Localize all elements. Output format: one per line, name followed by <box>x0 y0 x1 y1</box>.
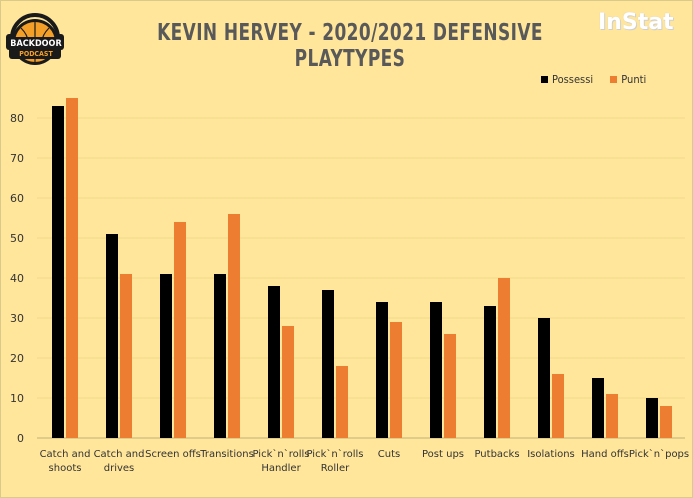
bar-punti <box>660 406 672 438</box>
bar-possessi <box>106 234 118 438</box>
x-tick-label: Transitions <box>199 449 254 460</box>
backdoor-podcast-logo: BACKDOOR PODCAST <box>4 4 66 70</box>
x-tick-label: Cuts <box>378 449 400 460</box>
bar-possessi <box>160 274 172 438</box>
bar-possessi <box>484 306 496 438</box>
bar-punti <box>552 374 564 438</box>
bar-punti <box>228 214 240 438</box>
bar-possessi <box>376 302 388 438</box>
legend-item-possessi: Possessi <box>541 73 593 86</box>
x-tick-label: Screen offs <box>145 449 201 460</box>
bar-punti <box>390 322 402 438</box>
x-tick-label: Catch and <box>94 449 145 460</box>
bar-possessi <box>214 274 226 438</box>
bar-punti <box>498 278 510 438</box>
x-tick-label: drives <box>104 463 135 474</box>
logo-text-backdoor: BACKDOOR <box>10 39 62 49</box>
legend-swatch-possessi <box>541 76 548 83</box>
y-tick-label: 60 <box>10 192 24 205</box>
legend-label-punti: Punti <box>621 73 647 86</box>
bar-possessi <box>646 398 658 438</box>
y-tick-label: 40 <box>10 272 24 285</box>
x-tick-label: Pick`n`rolls <box>307 448 364 460</box>
bar-possessi <box>430 302 442 438</box>
bar-possessi <box>268 286 280 438</box>
logo-text-podcast: PODCAST <box>19 50 53 58</box>
bar-punti <box>606 394 618 438</box>
bar-possessi <box>52 106 64 438</box>
x-tick-label: shoots <box>49 463 82 474</box>
x-tick-label: Putbacks <box>474 449 519 460</box>
y-tick-label: 0 <box>17 432 24 445</box>
x-tick-label: Roller <box>321 463 350 474</box>
x-tick-label: Isolations <box>527 449 575 460</box>
chart-title: KEVIN HERVEY - 2020/2021 DEFENSIVE PLAYT… <box>157 20 543 72</box>
bar-possessi <box>592 378 604 438</box>
basketball-headphones-icon <box>6 13 64 65</box>
x-tick-label: Pick`n`pops <box>629 448 689 460</box>
bar-punti <box>336 366 348 438</box>
bar-punti <box>66 98 78 438</box>
y-tick-label: 70 <box>10 152 24 165</box>
y-tick-label: 50 <box>10 232 24 245</box>
y-tick-label: 80 <box>10 112 24 125</box>
legend: Possessi Punti <box>541 73 660 86</box>
x-tick-label: Pick`n`rolls <box>253 448 310 460</box>
y-tick-label: 10 <box>10 392 24 405</box>
bar-punti <box>174 222 186 438</box>
bar-possessi <box>322 290 334 438</box>
y-tick-label: 30 <box>10 312 24 325</box>
legend-swatch-punti <box>610 76 618 83</box>
x-tick-label: Hand offs <box>581 449 629 460</box>
legend-item-punti: Punti <box>610 73 646 86</box>
instat-brand: InStat <box>598 10 674 35</box>
x-tick-label: Handler <box>261 463 301 474</box>
bar-punti <box>444 334 456 438</box>
x-tick-label: Post ups <box>422 449 464 460</box>
bar-punti <box>120 274 132 438</box>
bar-possessi <box>538 318 550 438</box>
y-tick-label: 20 <box>10 352 24 365</box>
bar-punti <box>282 326 294 438</box>
x-tick-label: Catch and <box>40 449 91 460</box>
legend-label-possessi: Possessi <box>552 73 594 86</box>
